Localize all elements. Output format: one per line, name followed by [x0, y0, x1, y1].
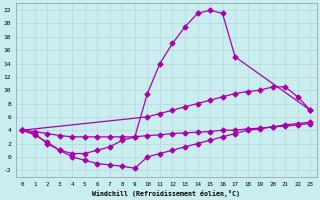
- X-axis label: Windchill (Refroidissement éolien,°C): Windchill (Refroidissement éolien,°C): [92, 190, 240, 197]
